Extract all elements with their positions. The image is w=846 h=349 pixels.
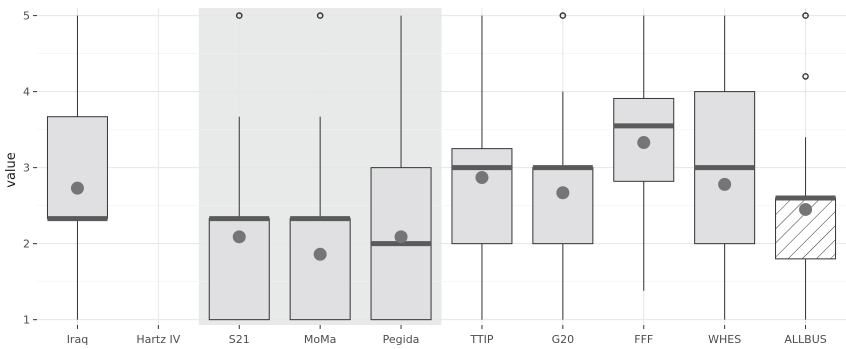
mean-point (637, 136, 651, 150)
x-tick-label: ALLBUS (784, 333, 826, 346)
outlier-point (802, 12, 809, 19)
x-tick-label: TTIP (469, 333, 493, 346)
mean-point (556, 186, 570, 200)
outlier-point (316, 12, 324, 19)
y-tick-label: 1 (23, 314, 30, 327)
x-tick-label: Pegida (383, 333, 420, 346)
box-allbus (775, 12, 837, 320)
mean-point (718, 177, 732, 191)
mean-point (799, 202, 813, 216)
box-iraq (46, 15, 108, 320)
outlier-point (802, 73, 809, 80)
y-tick-label: 4 (23, 86, 30, 99)
mean-point (394, 230, 408, 244)
box-body (46, 116, 108, 220)
x-tick-label: Iraq (67, 333, 89, 346)
box-body (289, 218, 351, 321)
y-axis-title: value (4, 152, 19, 188)
mean-point (232, 230, 246, 244)
outlier-point (235, 12, 243, 19)
x-tick-label: G20 (552, 333, 575, 346)
box-fff (613, 15, 675, 291)
x-tick-label: MoMa (304, 333, 336, 346)
box-moma (289, 12, 351, 321)
outlier-point (559, 12, 567, 19)
box-pegida (370, 15, 432, 321)
box-body (532, 167, 594, 245)
x-tick-label: FFF (634, 333, 653, 346)
x-tick-label: WHES (708, 333, 741, 346)
y-tick-label: 2 (23, 238, 30, 251)
box-body (451, 148, 513, 245)
mean-point (70, 181, 84, 195)
y-axis: 1 2 3 4 5 (23, 10, 37, 327)
box-ttip (451, 15, 513, 320)
mean-point (313, 247, 327, 261)
x-tick-label: Hartz IV (136, 333, 180, 346)
plot-marks (46, 12, 837, 321)
x-tick-label: S21 (229, 333, 250, 346)
y-tick-label: 5 (23, 10, 30, 23)
mean-point (475, 171, 489, 185)
box-g20 (532, 12, 594, 320)
x-axis: Iraq Hartz IV S21 MoMa Pegida TTIP G20 FFF WHES A… (67, 325, 827, 346)
box-whes (694, 15, 756, 320)
box-s21 (208, 12, 270, 321)
y-tick-label: 3 (23, 162, 30, 175)
